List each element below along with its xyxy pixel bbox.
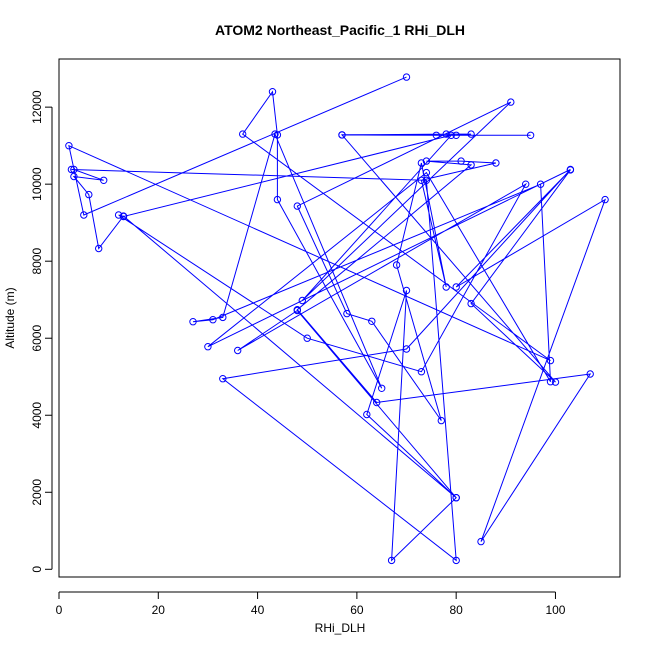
data-point	[293, 202, 301, 210]
data-point	[80, 211, 88, 219]
y-axis-label: Altitude (m)	[3, 287, 17, 348]
data-point	[526, 131, 535, 140]
data-point	[507, 98, 515, 106]
y-tick-label: 12000	[30, 90, 44, 124]
x-tick-label: 20	[152, 603, 166, 617]
data-point	[452, 131, 460, 140]
series-layer	[65, 73, 609, 565]
data-point	[422, 157, 431, 165]
x-tick-label: 60	[350, 603, 364, 617]
y-tick-label: 10000	[30, 167, 44, 201]
data-point	[452, 556, 460, 565]
data-point	[338, 131, 346, 139]
data-point	[536, 180, 545, 188]
x-tick-label: 80	[449, 603, 463, 617]
data-point	[70, 165, 78, 174]
plot-frame	[58, 58, 621, 578]
data-point	[239, 130, 247, 138]
data-point	[70, 172, 78, 181]
data-point	[467, 299, 475, 308]
data-point	[65, 142, 73, 150]
data-point	[271, 130, 279, 138]
data-point	[442, 130, 450, 138]
data-point	[522, 180, 530, 188]
chart-title: ATOM2 Northeast_Pacific_1 RHi_DLH	[215, 22, 465, 38]
data-point	[442, 283, 450, 291]
data-point	[452, 494, 460, 502]
data-point	[452, 283, 460, 291]
data-point	[467, 130, 475, 138]
data-point	[373, 398, 381, 407]
data-point	[273, 195, 282, 204]
data-point	[551, 378, 560, 386]
x-tick-label: 100	[545, 603, 565, 617]
data-point	[417, 176, 426, 185]
data-point	[368, 317, 376, 325]
data-point	[303, 334, 311, 342]
data-point	[209, 316, 217, 324]
data-point	[100, 176, 108, 185]
data-point	[114, 211, 123, 219]
data-point	[566, 166, 575, 174]
data-point	[204, 343, 212, 351]
data-point	[378, 384, 386, 392]
data-point	[363, 410, 371, 419]
data-point	[477, 537, 485, 546]
data-point	[467, 161, 475, 169]
data-point	[298, 296, 306, 305]
data-point	[546, 356, 555, 365]
data-point	[601, 195, 609, 204]
y-tick-label: 0	[30, 566, 44, 573]
data-point	[546, 378, 555, 386]
x-tick-label: 0	[56, 603, 63, 617]
data-point	[234, 346, 242, 355]
series-line	[68, 76, 607, 562]
data-point	[457, 157, 465, 165]
x-tick-label: 40	[251, 603, 265, 617]
x-axis: 0 20 40 60 80 100	[56, 591, 566, 617]
data-point	[417, 159, 426, 167]
data-point	[268, 88, 277, 96]
data-point	[402, 345, 411, 353]
data-point	[417, 368, 426, 376]
data-point	[293, 306, 301, 314]
x-axis-label: RHi_DLH	[315, 621, 366, 635]
data-point	[219, 313, 227, 322]
data-point	[492, 159, 500, 167]
data-point	[586, 370, 594, 378]
y-tick-label: 6000	[30, 325, 44, 352]
data-point	[447, 131, 455, 140]
data-point	[95, 244, 103, 253]
data-point	[392, 261, 401, 269]
data-point	[437, 416, 445, 425]
data-point	[119, 212, 128, 221]
y-tick-label: 8000	[30, 248, 44, 275]
y-axis: 0 2000 4000 6000 8000 10000 12000	[30, 90, 53, 573]
data-point	[387, 556, 396, 565]
y-tick-label: 2000	[30, 479, 44, 506]
data-point	[432, 131, 440, 140]
data-point	[422, 176, 431, 185]
data-point	[402, 286, 411, 295]
data-point	[219, 375, 227, 383]
data-point	[67, 165, 76, 174]
data-point	[85, 190, 93, 199]
data-point	[189, 318, 197, 326]
data-point	[422, 168, 431, 177]
data-point	[343, 309, 351, 318]
data-point	[402, 73, 411, 81]
y-tick-label: 4000	[30, 402, 44, 429]
